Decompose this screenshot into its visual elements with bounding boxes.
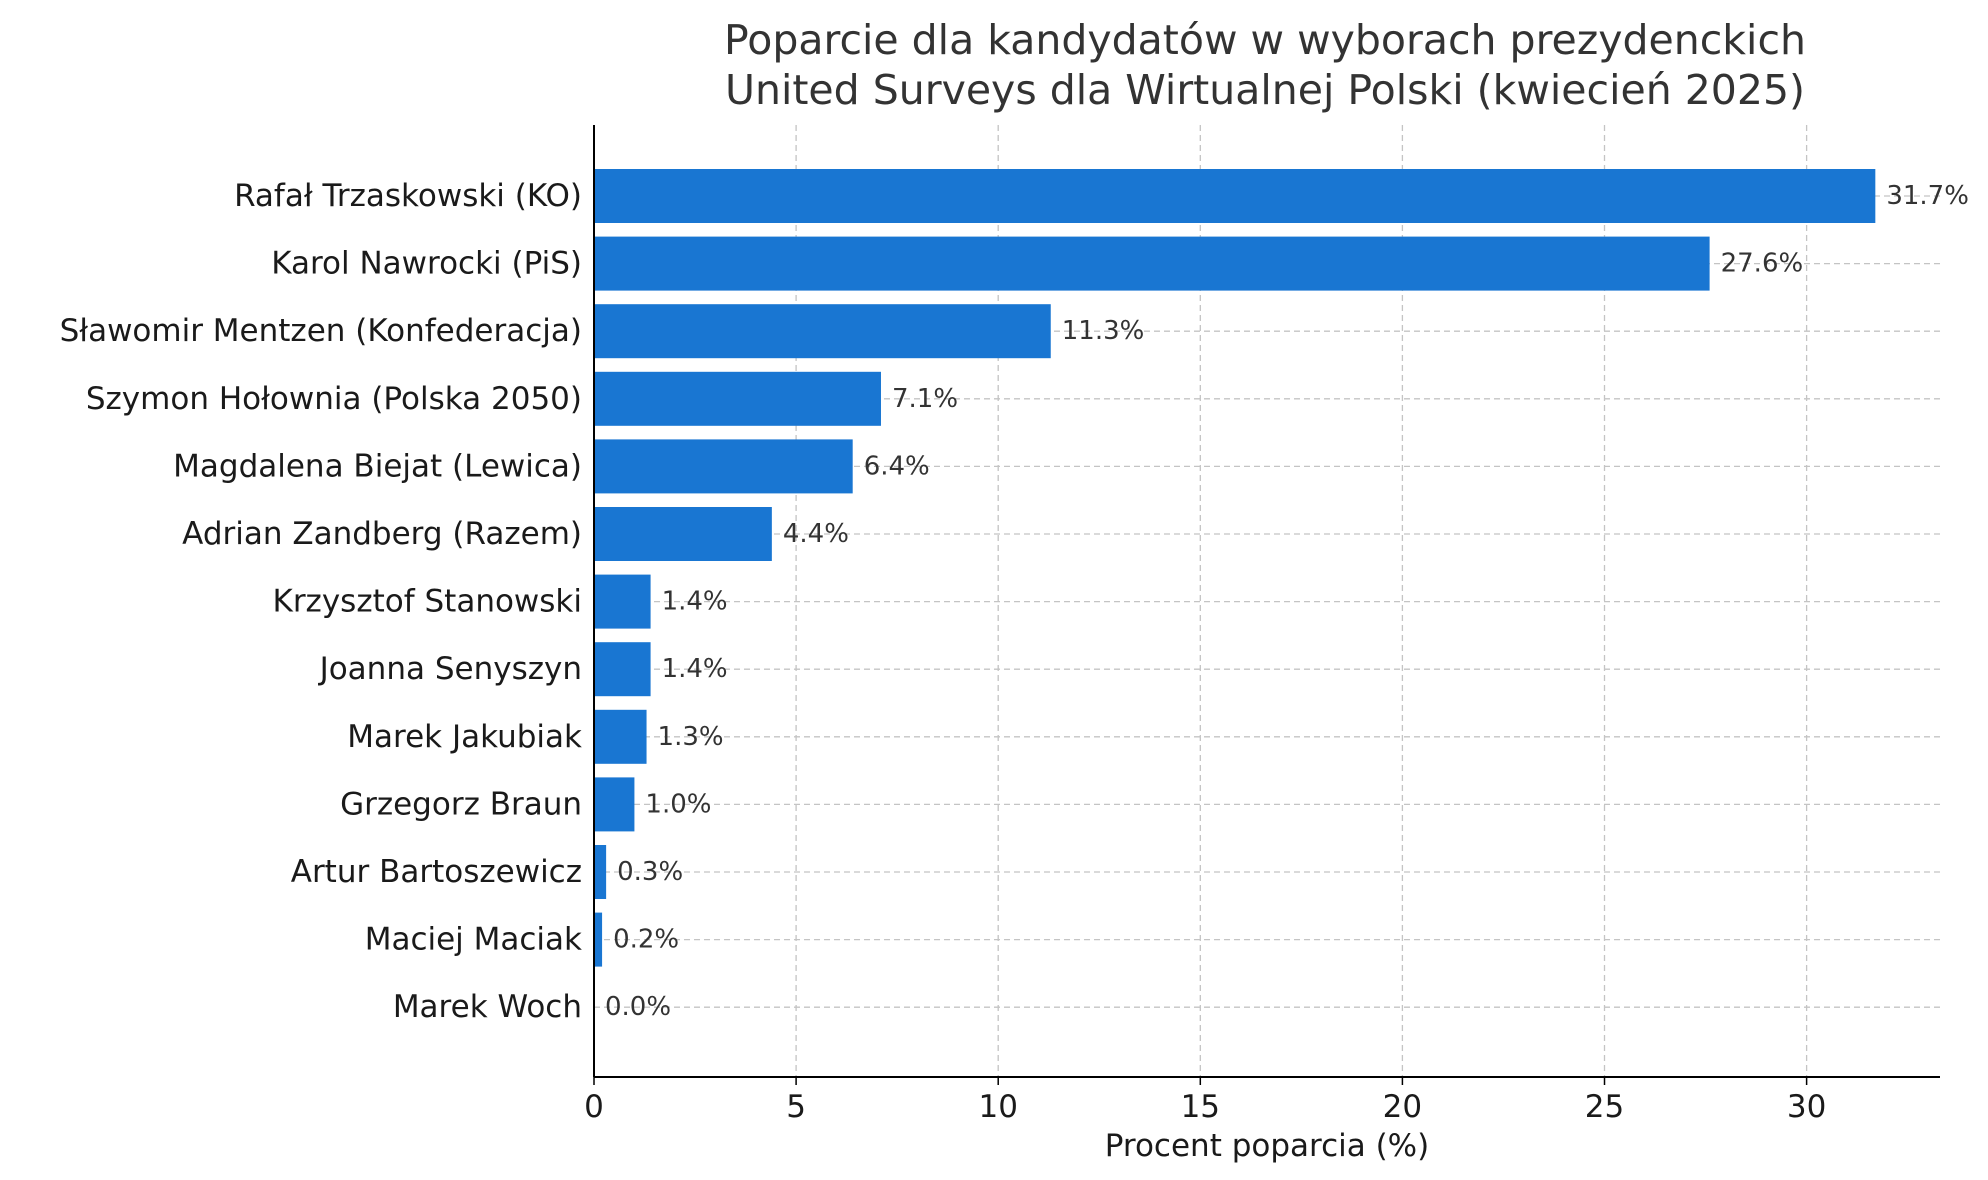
x-tick-label: 25	[1585, 1089, 1624, 1125]
category-label: Karol Nawrocki (PiS)	[271, 246, 582, 282]
category-label: Artur Bartoszewicz	[291, 854, 582, 890]
category-label: Magdalena Biejat (Lewica)	[173, 448, 582, 484]
data-labels: 31.7% 27.6% 11.3% 7.1% 6.4% 4.4% 1.4% 1.4% 1.3% 1…	[605, 181, 1969, 1022]
x-axis-label: Procent poparcia (%)	[1105, 1128, 1430, 1164]
chart-subtitle: United Surveys dla Wirtualnej Polski (kw…	[724, 66, 1806, 114]
chart-title: Poparcie dla kandydatów w wyborach prezy…	[724, 16, 1806, 64]
category-label: Szymon Hołownia (Polska 2050)	[86, 381, 582, 417]
category-label: Rafał Trzaskowski (KO)	[234, 178, 582, 214]
x-ticks: 0 5 10 15 20 25 30	[584, 1077, 1826, 1125]
data-label: 11.3%	[1062, 316, 1145, 346]
data-label: 31.7%	[1886, 181, 1969, 211]
bar	[594, 574, 651, 629]
bar	[594, 642, 651, 697]
x-tick-label: 30	[1787, 1089, 1826, 1125]
bar	[594, 845, 607, 899]
data-label: 0.0%	[605, 992, 671, 1022]
x-tick-label: 5	[786, 1089, 806, 1125]
bars	[594, 169, 1876, 967]
bar	[594, 169, 1876, 223]
category-label: Sławomir Mentzen (Konfederacja)	[60, 313, 582, 349]
data-label: 1.3%	[658, 722, 724, 752]
bar	[594, 912, 603, 967]
x-tick-label: 20	[1383, 1089, 1422, 1125]
data-label: 1.4%	[662, 654, 728, 684]
category-label: Grzegorz Braun	[340, 786, 582, 822]
category-label: Maciej Maciak	[365, 922, 582, 958]
data-label: 7.1%	[892, 384, 958, 414]
bar	[594, 371, 881, 426]
data-label: 1.4%	[662, 587, 728, 617]
category-label: Krzysztof Stanowski	[272, 584, 582, 620]
data-label: 6.4%	[864, 451, 930, 481]
data-label: 1.0%	[645, 789, 711, 819]
category-label: Marek Woch	[393, 989, 582, 1025]
category-label: Marek Jakubiak	[347, 719, 582, 755]
data-label: 0.2%	[613, 925, 679, 955]
category-label: Joanna Senyszyn	[318, 651, 582, 687]
bar	[594, 439, 853, 494]
bar	[594, 777, 635, 832]
x-tick-label: 15	[1181, 1089, 1220, 1125]
bar	[594, 507, 772, 561]
data-label: 0.3%	[617, 857, 683, 887]
data-label: 4.4%	[783, 519, 849, 549]
category-labels: Rafał Trzaskowski (KO) Karol Nawrocki (Pi…	[60, 178, 582, 1025]
category-label: Adrian Zandberg (Razem)	[182, 516, 582, 552]
bar	[594, 304, 1051, 359]
bar	[594, 709, 647, 764]
x-tick-label: 10	[978, 1089, 1017, 1125]
bar	[594, 236, 1710, 291]
x-tick-label: 0	[584, 1089, 604, 1125]
data-label: 27.6%	[1721, 249, 1804, 279]
